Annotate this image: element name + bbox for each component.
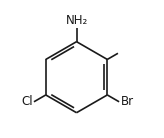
Text: NH₂: NH₂ bbox=[65, 14, 88, 27]
Text: Cl: Cl bbox=[21, 95, 33, 108]
Text: Br: Br bbox=[121, 95, 134, 108]
